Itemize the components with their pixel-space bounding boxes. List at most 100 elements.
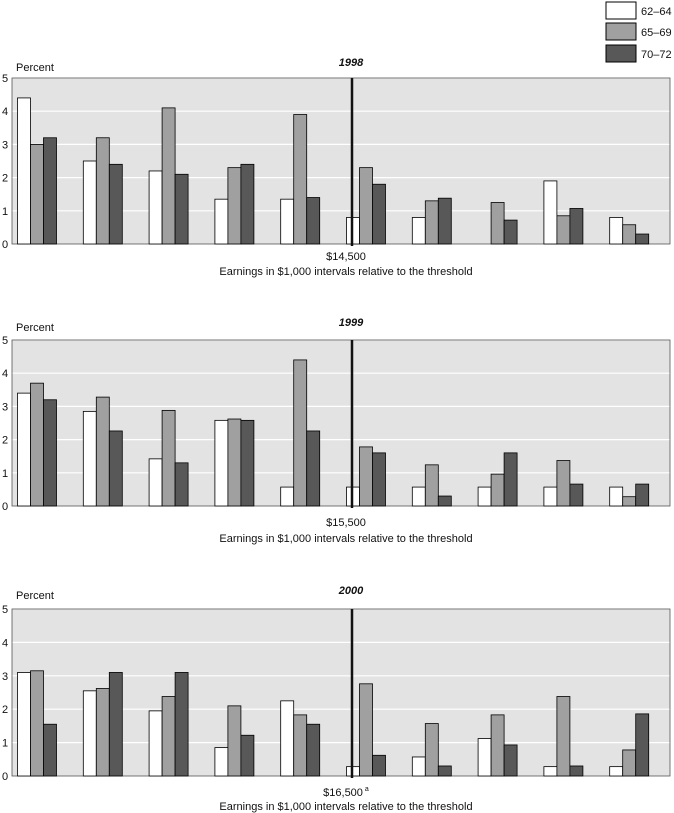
bar <box>214 747 229 777</box>
y-tick-label: 2 <box>2 173 8 185</box>
x-axis-label: Earnings in $1,000 intervals relative to… <box>219 533 472 545</box>
chart-title: 1999 <box>339 317 364 329</box>
x-axis-label: Earnings in $1,000 intervals relative to… <box>219 801 472 813</box>
bar <box>293 114 308 245</box>
bar <box>569 765 584 777</box>
bar <box>306 197 321 245</box>
bar <box>148 458 163 507</box>
bar <box>214 419 229 507</box>
y-tick-label: 4 <box>2 106 8 118</box>
bar <box>372 452 386 507</box>
y-axis-label: Percent <box>16 590 54 602</box>
legend: 62–64 65–69 70–72 <box>605 1 672 63</box>
legend-label: 62–64 <box>641 6 672 18</box>
bar <box>17 392 31 507</box>
bar <box>227 167 242 245</box>
bar <box>240 734 255 777</box>
x-axis-label: Earnings in $1,000 intervals relative to… <box>219 266 472 278</box>
bar <box>503 452 518 507</box>
bar <box>543 766 558 777</box>
bar <box>108 430 123 507</box>
bar <box>148 710 163 777</box>
threshold-footnote-marker: a <box>365 786 369 793</box>
bar <box>43 137 57 245</box>
bar <box>556 460 571 507</box>
bar <box>622 496 637 507</box>
bar <box>30 143 44 245</box>
y-axis-label: Percent <box>16 322 54 334</box>
legend-label: 65–69 <box>641 27 672 39</box>
bar <box>411 217 426 245</box>
chart-panel-1998: 0 1 2 3 4 5 Percent 1998 $14,500 Earnings in $1,0… <box>2 57 671 278</box>
y-tick-label: 4 <box>2 637 8 649</box>
y-tick-label: 2 <box>2 435 8 447</box>
bar <box>280 700 295 777</box>
bar <box>359 683 373 777</box>
y-tick-label: 5 <box>2 604 8 616</box>
bar <box>240 163 255 245</box>
chart-title: 1998 <box>339 57 364 69</box>
y-tick-label: 3 <box>2 139 8 151</box>
plot-frame <box>11 339 671 507</box>
y-tick-label: 5 <box>2 335 8 347</box>
threshold-value: $14,500 <box>326 251 366 263</box>
bar <box>424 464 439 507</box>
y-tick-label: 1 <box>2 738 8 750</box>
bar <box>148 170 163 245</box>
y-tick-label: 3 <box>2 401 8 413</box>
chart-panels: 0 1 2 3 4 5 Percent 1998 $14,500 Earnings in $1,0… <box>2 57 671 813</box>
bar <box>556 696 571 777</box>
y-tick-label: 2 <box>2 704 8 716</box>
bar <box>609 217 624 245</box>
bar <box>503 744 518 777</box>
bar <box>477 738 492 777</box>
bar <box>437 495 452 507</box>
bar <box>43 723 57 777</box>
bar <box>609 766 624 777</box>
bar <box>359 167 373 245</box>
y-tick-label: 4 <box>2 368 8 380</box>
bar <box>635 233 650 245</box>
bar <box>306 430 321 507</box>
threshold-label: $16,500 a <box>323 786 369 799</box>
y-tick-label: 0 <box>2 501 8 513</box>
bar <box>82 160 97 245</box>
threshold-value: $16,500 <box>323 787 363 799</box>
bar <box>490 473 505 507</box>
bar <box>280 198 295 245</box>
bar <box>95 137 110 245</box>
bar <box>174 672 189 777</box>
bar <box>95 688 110 777</box>
y-tick-label: 5 <box>2 73 8 85</box>
bar <box>95 396 110 507</box>
bar <box>82 410 97 507</box>
y-tick-label: 1 <box>2 206 8 218</box>
bar <box>622 224 637 245</box>
bar <box>161 409 176 507</box>
threshold-value: $15,500 <box>326 517 366 529</box>
bar <box>280 486 295 507</box>
bar <box>240 419 255 507</box>
bar <box>293 714 308 777</box>
bar <box>477 486 492 507</box>
plot-frame <box>11 77 671 245</box>
bar <box>437 197 452 245</box>
legend-swatch <box>605 44 637 63</box>
bar <box>30 382 44 507</box>
bar <box>43 399 57 507</box>
bar <box>227 705 242 777</box>
bar <box>108 163 123 245</box>
legend-swatch <box>605 22 637 41</box>
bar <box>174 173 189 245</box>
threshold-label: $14,500 <box>326 251 366 263</box>
bar <box>556 215 571 245</box>
bar <box>214 198 229 245</box>
bar <box>569 208 584 245</box>
bar <box>293 359 308 507</box>
bar <box>82 690 97 777</box>
bar <box>635 713 650 777</box>
y-axis-label: Percent <box>16 62 54 74</box>
y-tick-label: 1 <box>2 468 8 480</box>
bar <box>174 462 189 507</box>
bar <box>609 486 624 507</box>
